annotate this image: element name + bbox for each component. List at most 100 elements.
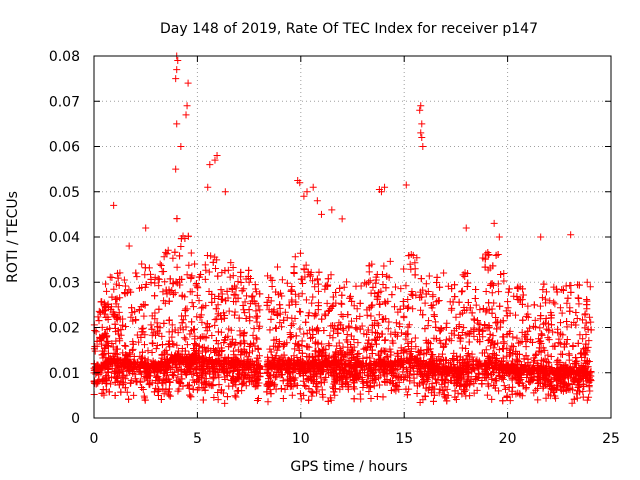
data-point [95, 376, 103, 384]
data-point [229, 272, 237, 280]
data-point [302, 296, 310, 304]
data-point [490, 368, 498, 376]
data-point [368, 341, 376, 349]
data-point [464, 298, 472, 306]
data-point [429, 397, 437, 405]
data-point [375, 311, 383, 319]
data-point [138, 348, 146, 356]
data-point [531, 323, 539, 331]
data-point [334, 374, 342, 382]
data-point [145, 380, 153, 388]
data-point [185, 381, 193, 389]
data-point [108, 374, 116, 382]
data-point [576, 331, 584, 339]
data-point [519, 382, 527, 390]
data-point [355, 349, 363, 357]
data-point [473, 386, 481, 394]
data-point [142, 280, 150, 288]
data-point [419, 286, 427, 294]
data-point [329, 322, 337, 330]
data-point [563, 299, 571, 307]
data-point [198, 344, 206, 352]
data-point [138, 358, 146, 366]
data-point [336, 284, 344, 292]
data-point [422, 290, 430, 298]
data-point [91, 327, 99, 335]
data-point [202, 348, 210, 356]
data-point [291, 290, 299, 298]
data-point [299, 279, 307, 287]
data-point [155, 305, 163, 313]
data-point [163, 368, 171, 376]
data-point [237, 268, 245, 276]
data-point [458, 344, 466, 352]
data-point [112, 337, 120, 345]
data-point [136, 378, 144, 386]
data-point [417, 306, 425, 314]
data-point [435, 353, 443, 361]
data-point [362, 360, 370, 368]
data-point [290, 269, 298, 277]
data-point [221, 375, 229, 383]
data-point [430, 311, 438, 319]
data-point [381, 336, 389, 344]
data-point [413, 382, 421, 390]
data-point [382, 353, 390, 361]
data-point [141, 264, 149, 272]
data-point [570, 395, 578, 403]
data-point [274, 362, 282, 370]
data-point [346, 294, 354, 302]
data-point [309, 389, 317, 397]
data-point [252, 307, 260, 315]
data-point [202, 324, 210, 332]
data-point [304, 343, 312, 351]
data-point [468, 353, 476, 361]
data-point [144, 347, 152, 355]
data-point [305, 385, 313, 393]
data-point [448, 304, 456, 312]
data-point [564, 294, 572, 302]
grid-lines [94, 56, 611, 418]
data-point [542, 315, 550, 323]
data-point [510, 362, 518, 370]
data-point [343, 278, 351, 286]
data-point [483, 306, 491, 314]
data-point [272, 352, 280, 360]
data-point [218, 386, 226, 394]
data-point [558, 309, 566, 317]
data-point [324, 397, 332, 405]
data-point [149, 340, 157, 348]
data-point [130, 391, 138, 399]
data-point [491, 351, 499, 359]
data-point [148, 362, 156, 370]
data-point [336, 356, 344, 364]
data-point [368, 301, 376, 309]
data-point [171, 248, 179, 256]
data-point [372, 340, 380, 348]
data-point [298, 342, 306, 350]
data-point [500, 382, 508, 390]
data-point [245, 374, 253, 382]
data-point [102, 313, 110, 321]
data-point [372, 328, 380, 336]
data-point [383, 353, 391, 361]
data-point [420, 350, 428, 358]
data-point [209, 258, 217, 266]
data-point [313, 370, 321, 378]
data-point [356, 299, 364, 307]
data-point [379, 281, 387, 289]
data-point [382, 284, 390, 292]
data-point [220, 314, 228, 322]
data-point [250, 325, 258, 333]
data-point [151, 292, 159, 300]
data-point [226, 273, 234, 281]
data-point [345, 322, 353, 330]
data-point [327, 271, 335, 279]
data-point [269, 308, 277, 316]
data-point [157, 396, 165, 404]
data-point [238, 287, 246, 295]
data-point [440, 269, 448, 277]
data-point [356, 325, 364, 333]
data-point [473, 356, 481, 364]
data-point [231, 392, 239, 400]
